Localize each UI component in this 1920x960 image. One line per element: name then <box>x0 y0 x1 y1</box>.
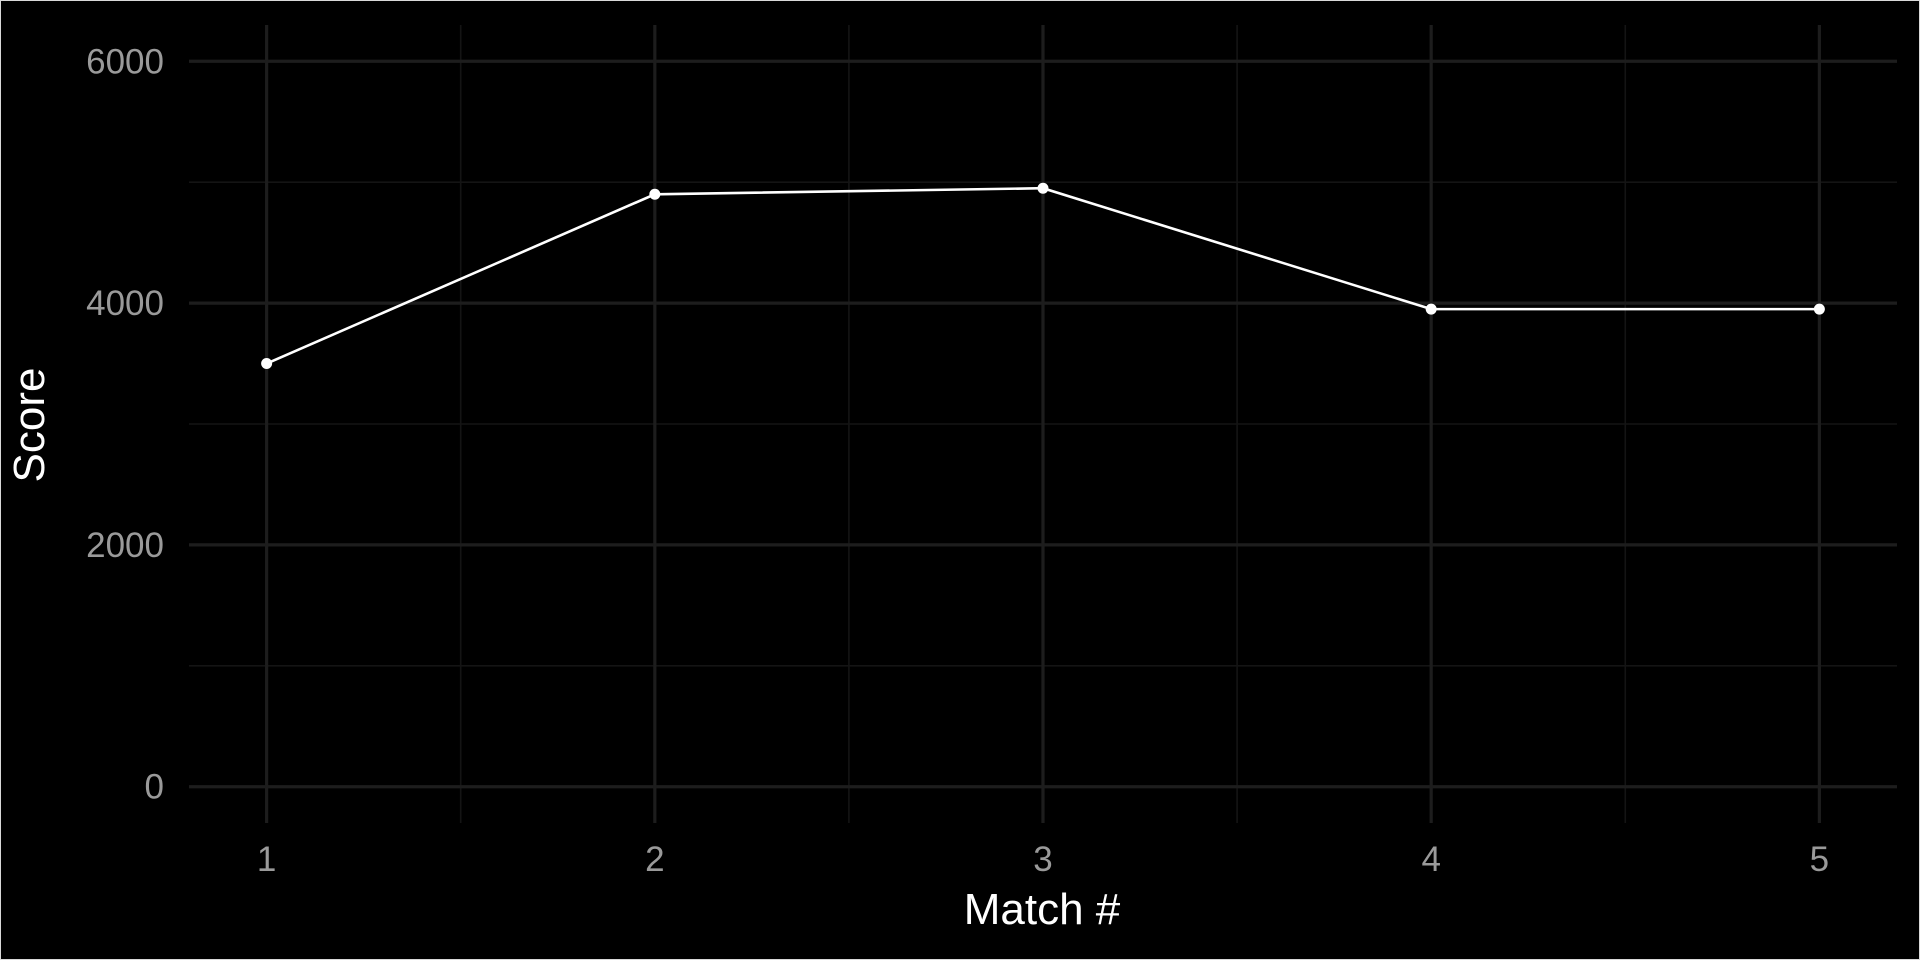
x-tick-label: 3 <box>1033 840 1052 879</box>
y-tick-label: 4000 <box>86 284 164 323</box>
data-point <box>1425 303 1437 315</box>
x-tick-label: 1 <box>257 840 276 879</box>
data-point <box>649 188 661 200</box>
series-layer <box>261 182 1825 370</box>
x-tick-label: 4 <box>1421 840 1440 879</box>
data-point <box>261 358 273 370</box>
data-point <box>1037 182 1049 194</box>
grid-layer <box>189 25 1897 823</box>
y-tick-label: 0 <box>145 768 164 807</box>
x-tick-labels: 1 2 3 4 5 <box>257 840 1829 879</box>
y-tick-labels: 0 2000 4000 6000 <box>86 42 164 806</box>
x-tick-label: 5 <box>1810 840 1829 879</box>
x-axis-title: Match # <box>964 885 1121 934</box>
y-tick-label: 6000 <box>86 42 164 81</box>
y-tick-label: 2000 <box>86 526 164 565</box>
y-axis-title: Score <box>5 368 54 483</box>
data-point <box>1813 303 1825 315</box>
x-tick-label: 2 <box>645 840 664 879</box>
